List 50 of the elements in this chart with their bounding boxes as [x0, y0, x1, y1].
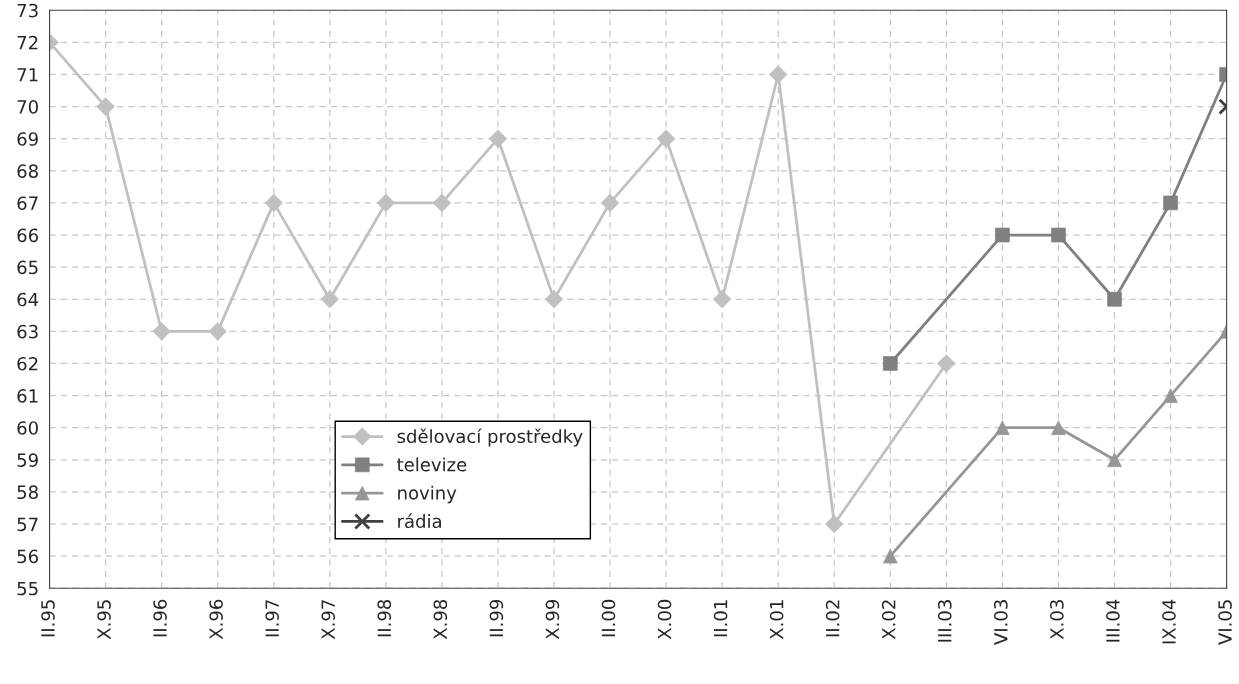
y-tick-label: 58 — [17, 485, 38, 500]
x-tick-label: X.02 — [881, 600, 896, 640]
y-tick-label: 70 — [17, 100, 38, 114]
x-tick-label: X.96 — [209, 599, 223, 640]
y-tick-label: 73 — [17, 3, 38, 18]
x-tick-label: II.95 — [41, 600, 55, 637]
point — [769, 65, 788, 84]
y-tick-label: 59 — [17, 453, 38, 467]
y-tick-label: 69 — [17, 132, 38, 146]
y-tick-label: 57 — [17, 517, 38, 532]
x-tick-label: III.04 — [1106, 599, 1120, 642]
y-tick-label: 66 — [17, 228, 39, 243]
x-tick-label: VI.05 — [1218, 600, 1232, 645]
x-tick-label: II.98 — [377, 599, 392, 637]
point — [544, 290, 564, 309]
x-tick-label: VI.03 — [993, 600, 1008, 645]
x-tick-label: X.95 — [97, 600, 111, 640]
y-tick-label: 72 — [17, 35, 38, 50]
x-tick-label: X.97 — [321, 600, 336, 640]
y-tick-label: 61 — [17, 389, 38, 403]
point — [488, 129, 508, 148]
x-tick-label: X.03 — [1050, 600, 1064, 640]
y-tick-label: 64 — [17, 292, 39, 307]
x-tick-label: X.99 — [545, 599, 560, 640]
x-tick-label: II.96 — [153, 599, 167, 637]
x-tick-label: X.01 — [769, 600, 784, 640]
x-tick-label: II.99 — [489, 599, 504, 637]
legend-label: televize — [397, 457, 467, 472]
y-tick-label: 62 — [17, 356, 38, 371]
x-tick-label: II.02 — [825, 600, 840, 637]
y-tick-label: 68 — [17, 164, 38, 178]
legend-label: sdělovací prostředky — [397, 428, 583, 447]
y-tick-label: 63 — [17, 324, 38, 339]
y-tick-label: 55 — [17, 581, 38, 596]
y-tick-label: 56 — [17, 549, 39, 564]
legend-label: noviny — [398, 485, 457, 504]
x-tick-label: II.00 — [601, 599, 616, 637]
y-tick-label: 71 — [17, 68, 38, 82]
x-tick-label: X.98 — [433, 599, 448, 640]
y-tick-label: 65 — [17, 260, 38, 275]
x-tick-label: IX.04 — [1162, 599, 1176, 644]
x-tick-label: III.03 — [937, 600, 952, 642]
point — [995, 227, 1010, 243]
x-tick-label: X.00 — [657, 599, 672, 640]
point — [656, 129, 676, 148]
x-tick-label: II.97 — [265, 600, 279, 637]
legend-label: rádia — [398, 513, 441, 529]
y-tick-label: 67 — [17, 196, 38, 211]
x-tick-label: II.01 — [713, 600, 728, 637]
y-tick-label: 60 — [17, 421, 38, 435]
